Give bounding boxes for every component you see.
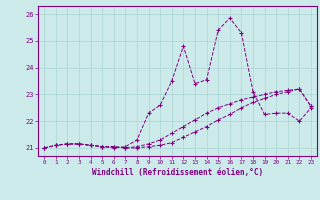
- X-axis label: Windchill (Refroidissement éolien,°C): Windchill (Refroidissement éolien,°C): [92, 168, 263, 177]
